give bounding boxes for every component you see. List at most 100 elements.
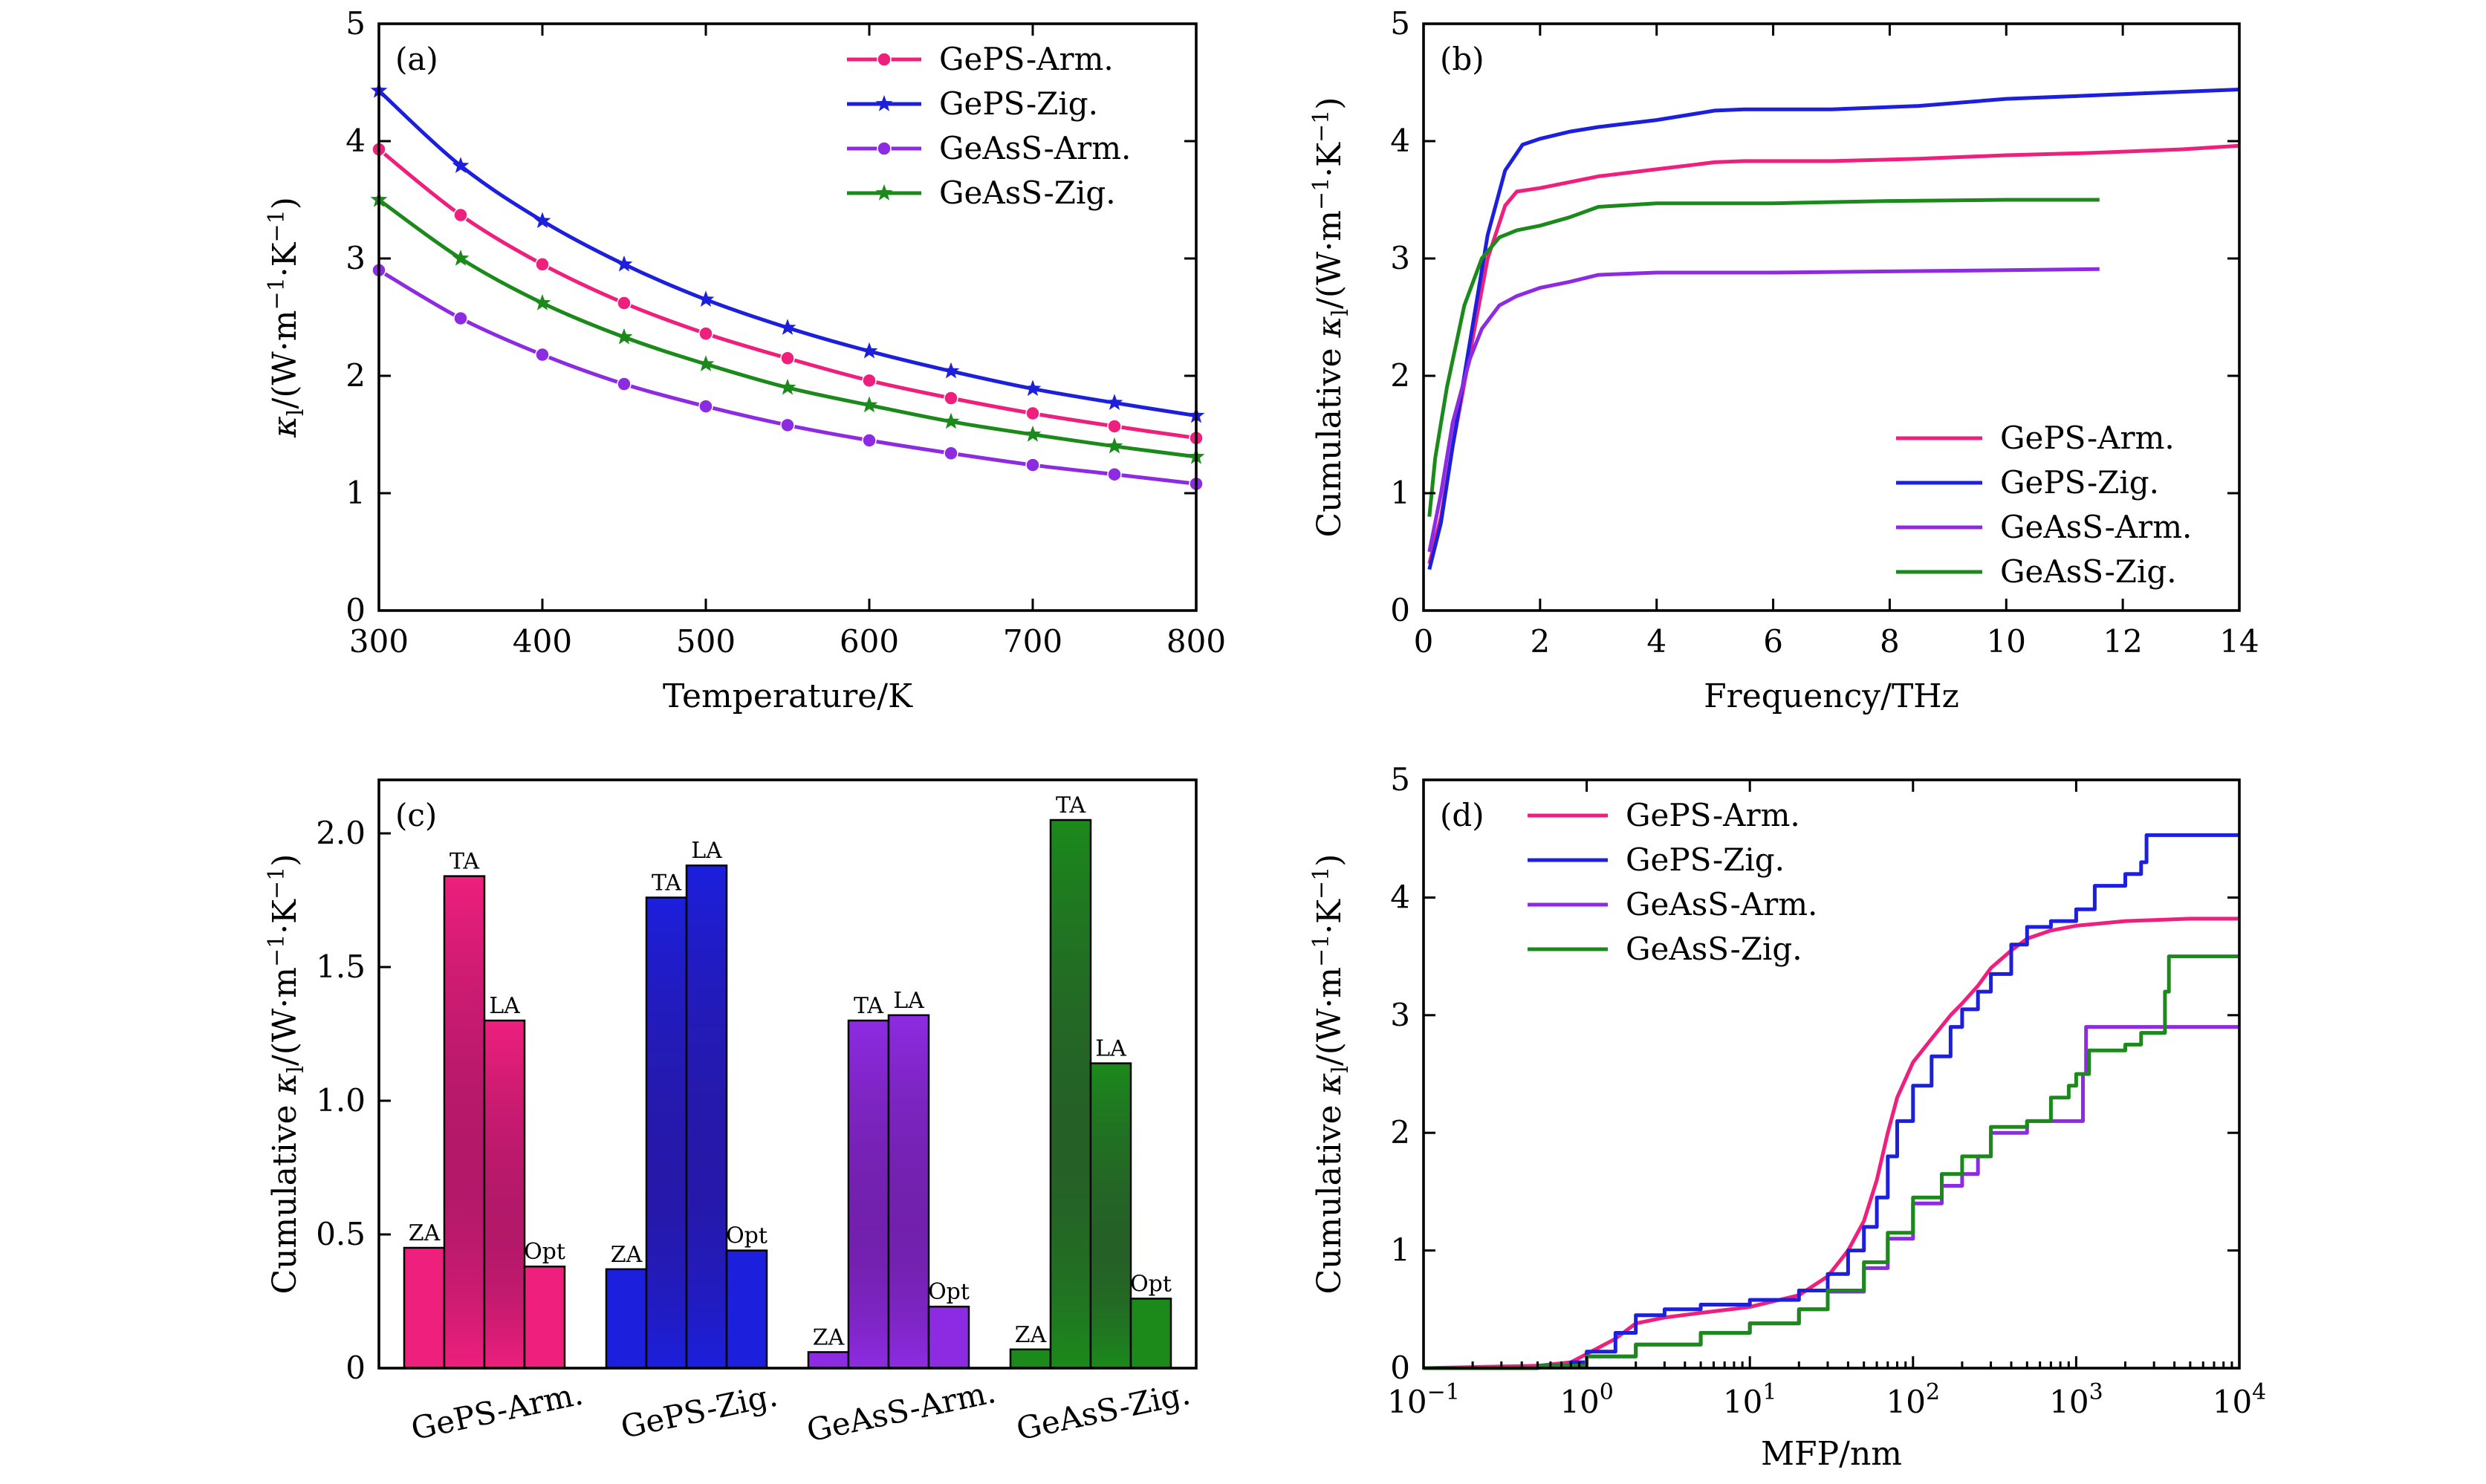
panel-b-legend-item: GeAsS-Arm. bbox=[1896, 509, 2192, 545]
panel-b-panel-label: (b) bbox=[1440, 41, 1484, 77]
panel-c-bar-label: LA bbox=[489, 993, 520, 1019]
panel-b-series-line bbox=[1427, 198, 2100, 517]
panel-a-xtick-label: 700 bbox=[1003, 623, 1062, 660]
panel-b-legend-item: GePS-Zig. bbox=[1896, 464, 2159, 501]
panel-b-ylabel: Cumulative κl/(W·m−1·K−1) bbox=[1308, 97, 1354, 538]
panel-b-series-line bbox=[1427, 267, 2100, 553]
panel-d-xtick-label: 103 bbox=[2049, 1379, 2103, 1420]
panel-a-legend-label: GePS-Arm. bbox=[939, 41, 1114, 77]
panel-c-bar-group: ZA TA LA Opt bbox=[1009, 793, 1172, 1370]
panel-c-ylabel: Cumulative κl/(W·m−1·K−1) bbox=[264, 854, 309, 1295]
panel-a-data-point bbox=[697, 290, 715, 307]
panel-b-legend-label: GePS-Arm. bbox=[2000, 420, 2175, 456]
panel-a-legend-item: GePS-Zig. bbox=[847, 85, 1098, 122]
panel-c-ytick-label: 1.0 bbox=[316, 1082, 366, 1119]
panel-a-data-point bbox=[860, 396, 878, 413]
panel-b-ytick-label: 1 bbox=[1390, 475, 1410, 511]
panel-a-panel-label: (a) bbox=[395, 41, 438, 77]
panel-a-series bbox=[371, 142, 1204, 446]
panel-c-bar-label: LA bbox=[691, 838, 722, 864]
panel-c-bar bbox=[605, 1268, 648, 1370]
panel-d-legend-label: GePS-Arm. bbox=[1626, 797, 1800, 833]
panel-b-xlabel: Frequency/THz bbox=[1704, 677, 1959, 715]
panel-c-xtick-label: GePS-Zig. bbox=[617, 1377, 781, 1445]
panel-c-bar bbox=[807, 1351, 850, 1370]
panel-d-panel-label: (d) bbox=[1440, 797, 1484, 833]
panel-d-series-line bbox=[1424, 1025, 2239, 1370]
panel-d-ytick-label: 0 bbox=[1390, 1350, 1410, 1386]
panel-c-bar-group: ZA TA LA Opt bbox=[403, 849, 566, 1370]
panel-a-data-point bbox=[942, 362, 960, 379]
panel-a-legend-marker bbox=[877, 141, 892, 156]
panel-c: ZA TA LA Opt GePS-Arm. ZA TA LA Opt GePS-Zig. ZA TA… bbox=[264, 793, 1193, 1449]
panel-a-data-point bbox=[535, 347, 550, 362]
panel-b-series-line bbox=[1427, 143, 2240, 564]
panel-c-bar-label: ZA bbox=[611, 1242, 643, 1268]
panel-c-bar bbox=[403, 1246, 446, 1370]
panel-d-legend-item: GeAsS-Arm. bbox=[1528, 886, 1817, 922]
panel-d: 10−1 100 101 102 103 104 0 1 2 3 4 5 MFP/nm Cumulativ… bbox=[1308, 761, 2266, 1473]
panel-c-xtick-label: GeAsS-Zig. bbox=[1013, 1375, 1194, 1447]
panel-c-ytick-label: 1.5 bbox=[316, 948, 366, 985]
panel-a-legend-label: GePS-Zig. bbox=[939, 85, 1098, 122]
panel-a-xtick-label: 600 bbox=[840, 623, 899, 660]
panel-b-ytick-label: 2 bbox=[1390, 357, 1410, 394]
panel-c-bar-label: TA bbox=[652, 870, 681, 896]
panel-a-plot-frame bbox=[377, 22, 1198, 612]
panel-c-xtick-label: GePS-Arm. bbox=[408, 1375, 586, 1447]
panel-a-data-point bbox=[617, 296, 632, 310]
panel-d-legend-label: GeAsS-Arm. bbox=[1626, 886, 1817, 922]
panel-c-bar-label: TA bbox=[450, 849, 479, 875]
panel-b-xtick-label: 6 bbox=[1763, 623, 1783, 660]
panel-a-data-point bbox=[453, 310, 468, 326]
panel-b-xtick-label: 14 bbox=[2219, 623, 2259, 660]
panel-b-plot-frame bbox=[1422, 22, 2241, 612]
panel-a-legend-item: GeAsS-Arm. bbox=[847, 130, 1131, 166]
panel-c-panel-label: (c) bbox=[395, 797, 437, 833]
panel-a-ytick-label: 3 bbox=[345, 240, 366, 276]
panel-d-ytick-label: 3 bbox=[1390, 997, 1410, 1033]
panel-c-bar-label: TA bbox=[854, 993, 883, 1019]
panel-c-bar-label: Opt bbox=[524, 1239, 565, 1265]
panel-a-data-point bbox=[452, 250, 470, 266]
panel-a-series-line bbox=[377, 268, 1197, 486]
panel-c-xtick-label: GeAsS-Arm. bbox=[804, 1373, 999, 1449]
panel-a-legend-label: GeAsS-Arm. bbox=[939, 130, 1131, 166]
panel-c-bar bbox=[1129, 1298, 1172, 1370]
panel-a-data-point bbox=[1106, 394, 1123, 410]
panel-b-xtick-label: 4 bbox=[1646, 623, 1666, 660]
panel-a-data-point bbox=[698, 399, 713, 414]
panel-a-data-point bbox=[779, 319, 796, 335]
panel-c-bar bbox=[1009, 1348, 1052, 1370]
panel-c-bar-label: ZA bbox=[813, 1324, 845, 1350]
panel-b-ytick-label: 5 bbox=[1390, 5, 1410, 42]
panel-a-legend-marker bbox=[875, 184, 893, 201]
panel-c-bar-shade bbox=[1091, 1064, 1130, 1367]
panel-a-data-point bbox=[944, 391, 958, 406]
panel-b-xtick-label: 0 bbox=[1414, 623, 1434, 660]
panel-a-data-point bbox=[1107, 466, 1122, 482]
panel-a-data-point bbox=[780, 417, 795, 433]
panel-d-xlabel: MFP/nm bbox=[1761, 1435, 1902, 1473]
panel-d-series-line bbox=[1424, 833, 2239, 1370]
panel-c-bar-shade bbox=[889, 1016, 928, 1367]
panel-c-bar-label: ZA bbox=[1015, 1322, 1047, 1348]
panel-c-bar-shade bbox=[445, 877, 484, 1367]
panel-c-plot-frame bbox=[377, 778, 1198, 1370]
panel-c-bar-group: ZA TA LA Opt bbox=[807, 988, 970, 1370]
panel-a-xlabel: Temperature/K bbox=[663, 677, 913, 715]
panel-a-data-point bbox=[615, 255, 633, 272]
panel-d-legend-item: GePS-Zig. bbox=[1528, 842, 1785, 878]
panel-a-data-point bbox=[615, 328, 633, 345]
panel-a-data-point bbox=[533, 294, 551, 310]
panel-c-bar-shade bbox=[1051, 821, 1090, 1367]
panel-b-legend-label: GePS-Zig. bbox=[2000, 464, 2159, 501]
panel-a-data-point bbox=[533, 212, 551, 229]
panel-a-xtick-label: 400 bbox=[513, 623, 572, 660]
panel-d-xtick-label: 104 bbox=[2213, 1379, 2267, 1420]
panel-a-data-point bbox=[1025, 458, 1040, 472]
panel-c-bar-group: ZA TA LA Opt bbox=[605, 838, 768, 1370]
panel-c-ytick-label: 2.0 bbox=[316, 815, 366, 851]
panel-b-series-line bbox=[1427, 88, 2240, 570]
panel-a-ylabel: κl/(W·m−1·K−1) bbox=[264, 197, 309, 438]
